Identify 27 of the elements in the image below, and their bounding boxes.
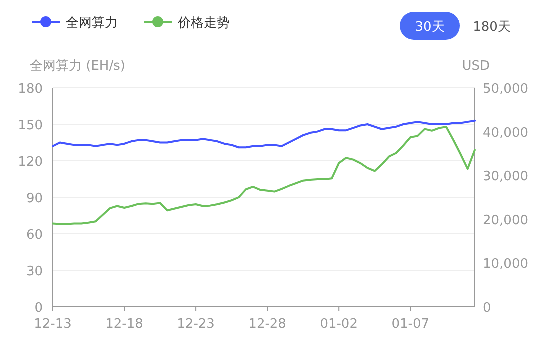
y-tick-label: 30 — [26, 264, 43, 280]
y-tick-label: 60 — [26, 228, 43, 243]
x-tick-label: 12-18 — [106, 317, 144, 332]
x-tick-label: 12-23 — [177, 317, 215, 332]
y-tick-label: 120 — [18, 155, 43, 170]
y-tick-label: 90 — [26, 192, 43, 206]
x-tick-label: 01-02 — [320, 317, 358, 332]
x-tick-label: 01-07 — [392, 317, 430, 332]
line-series — [52, 126, 476, 226]
text: 180天 — [473, 20, 511, 35]
y2-tick-label: 20,000 — [483, 213, 528, 228]
y-axis-title: 全网算力 (EH/s) — [30, 59, 126, 74]
legend-label: 价格走势 — [177, 16, 230, 31]
y-tick-label: 180 — [18, 82, 43, 97]
y2-tick-label: 10,000 — [483, 257, 528, 272]
y-tick-label: 150 — [18, 118, 43, 134]
y2-tick-label: 30,000 — [483, 170, 528, 185]
y2-axis-title: USD — [462, 59, 490, 74]
x-tick-label: 12-13 — [34, 317, 72, 332]
legend-label: 全网算力 — [66, 16, 118, 31]
y2-tick-label: 0 — [483, 301, 492, 316]
x-tick-label: 12-28 — [248, 317, 286, 332]
text: 30天 — [415, 20, 445, 35]
line-series — [52, 120, 476, 149]
y2-tick-label: 40,000 — [483, 126, 528, 141]
y-tick-label: 0 — [34, 301, 43, 316]
y2-tick-label: 50,000 — [483, 82, 528, 97]
